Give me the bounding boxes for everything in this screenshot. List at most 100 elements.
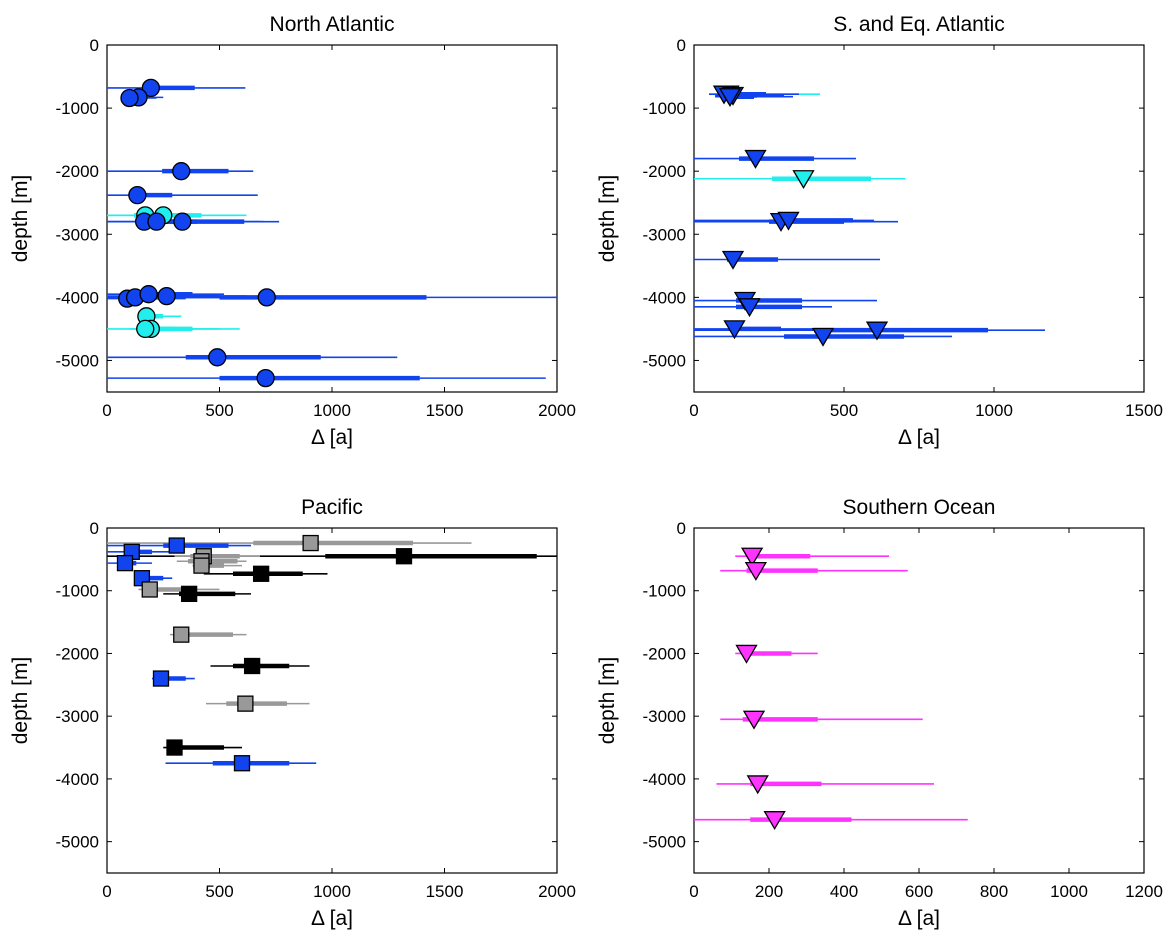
- x-tick-label: 1200: [1125, 882, 1163, 901]
- x-tick-label: 1000: [313, 882, 351, 901]
- y-tick-label: 0: [677, 519, 686, 538]
- y-tick-label: -5000: [56, 833, 99, 852]
- panel-south-eq-atlantic: S. and Eq. Atlantic 0 500 1000 1500 0 -1000 -20…: [596, 13, 1163, 449]
- data-point-triangle: [740, 547, 764, 567]
- x-tick-label: 2000: [538, 401, 576, 420]
- data-point-triangle: [792, 170, 815, 190]
- y-axis-label: depth [m]: [9, 175, 32, 263]
- plot-frame: [693, 44, 1145, 393]
- data-point-circle: [147, 212, 166, 231]
- data-point-triangle: [738, 298, 761, 318]
- data-point-square: [168, 537, 185, 554]
- y-tick-label: 0: [677, 36, 686, 55]
- data-point-triangle: [744, 562, 768, 581]
- data-point-triangle: [865, 321, 889, 341]
- y-tick-label: -1000: [643, 582, 686, 601]
- data-point-circle: [172, 162, 191, 181]
- y-tick-label: -5000: [56, 351, 99, 370]
- data-point-square: [252, 565, 270, 582]
- y-tick-label: -2000: [56, 644, 99, 663]
- y-tick-label: -2000: [56, 162, 99, 181]
- y-tick-label: -4000: [56, 288, 99, 307]
- data-layer: [107, 534, 557, 772]
- x-tick-label: 1000: [975, 401, 1013, 420]
- x-tick-label: 0: [102, 882, 111, 901]
- y-tick-label: -1000: [643, 99, 686, 118]
- data-point-square: [141, 581, 158, 598]
- panel-southern-ocean: Southern Ocean 0 200 400 600 800 1000 1200 0 -100…: [596, 496, 1163, 930]
- data-point-circle: [157, 286, 176, 306]
- x-axis-label: Δ [a]: [898, 907, 940, 930]
- y-tick-label: -1000: [56, 99, 99, 118]
- y-tick-label: -2000: [643, 644, 686, 663]
- data-point-circle: [141, 78, 161, 98]
- data-point-square: [243, 657, 261, 675]
- x-axis-label: Δ [a]: [898, 426, 940, 449]
- y-tick-label: -3000: [56, 707, 99, 726]
- panel-north-atlantic: North Atlantic 0 500 1000 1500 2000 0 -1000 -200…: [9, 13, 576, 449]
- y-tick-label: -4000: [56, 770, 99, 789]
- y-tick-label: -4000: [643, 288, 686, 307]
- x-axis-label: Δ [a]: [311, 426, 353, 449]
- data-point-triangle: [811, 327, 835, 347]
- data-point-circle: [120, 88, 139, 108]
- y-tick-label: -3000: [643, 225, 686, 244]
- y-tick-label: -2000: [643, 162, 686, 181]
- panel-title: S. and Eq. Atlantic: [833, 13, 1005, 36]
- data-point-square: [193, 557, 210, 574]
- x-tick-label: 200: [755, 882, 783, 901]
- x-tick-label: 1500: [426, 882, 464, 901]
- x-axis-label: Δ [a]: [311, 907, 353, 930]
- panel-title: Pacific: [301, 496, 363, 519]
- data-point-circle: [128, 186, 147, 205]
- x-tick-label: 500: [205, 882, 233, 901]
- y-tick-label: -5000: [643, 833, 686, 852]
- data-point-square: [166, 739, 183, 756]
- x-tick-label: 1000: [1050, 882, 1088, 901]
- data-point-square: [302, 534, 319, 552]
- y-tick-label: 0: [90, 519, 99, 538]
- data-point-circle: [136, 319, 155, 339]
- data-point-circle: [257, 288, 276, 307]
- data-point-circle: [139, 285, 158, 304]
- y-axis-label: depth [m]: [9, 657, 32, 745]
- y-tick-label: -5000: [643, 351, 686, 370]
- panel-pacific: Pacific 0 500 1000 1500 2000 0 -1000 -2000 -3000 -…: [9, 496, 576, 930]
- y-axis-label: depth [m]: [596, 175, 619, 263]
- data-point-square: [395, 548, 413, 565]
- x-tick-label: 500: [205, 401, 233, 420]
- data-point-circle: [256, 368, 275, 388]
- data-point-triangle: [777, 211, 800, 231]
- data-point-circle: [208, 348, 227, 367]
- data-layer: [107, 78, 557, 388]
- data-point-triangle: [735, 644, 758, 664]
- data-point-square: [237, 695, 254, 712]
- data-point-square: [116, 554, 134, 572]
- x-tick-label: 0: [689, 882, 698, 901]
- x-tick-label: 2000: [538, 882, 576, 901]
- data-layer: [694, 85, 1045, 347]
- x-tick-label: 0: [102, 401, 111, 420]
- y-tick-label: -3000: [56, 225, 99, 244]
- x-tick-label: 400: [830, 882, 858, 901]
- y-tick-label: -1000: [56, 582, 99, 601]
- data-point-circle: [173, 212, 192, 231]
- x-tick-label: 800: [980, 882, 1008, 901]
- data-point-triangle: [723, 320, 746, 340]
- data-point-triangle: [742, 710, 766, 730]
- data-point-triangle: [746, 775, 769, 795]
- x-tick-label: 0: [689, 401, 698, 420]
- x-tick-label: 1500: [426, 401, 464, 420]
- x-tick-label: 1000: [313, 401, 351, 420]
- plot-frame: [106, 527, 558, 874]
- data-point-square: [233, 755, 251, 772]
- data-point-triangle: [763, 811, 786, 830]
- data-point-square: [152, 670, 170, 687]
- x-tick-label: 1500: [1125, 401, 1163, 420]
- panel-title: North Atlantic: [270, 13, 395, 36]
- y-tick-label: 0: [90, 36, 99, 55]
- data-point-square: [173, 626, 190, 643]
- data-point-triangle: [721, 250, 745, 270]
- y-axis-label: depth [m]: [596, 657, 619, 745]
